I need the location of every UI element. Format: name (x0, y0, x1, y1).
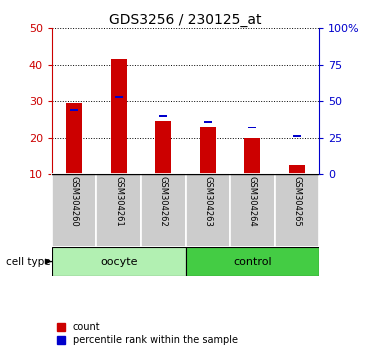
Text: cell type: cell type (6, 257, 51, 267)
Bar (289, 165, 305, 174)
Bar (70, 109, 78, 111)
Bar (155, 120, 171, 174)
Text: GSM304265: GSM304265 (292, 176, 301, 227)
Bar (244, 138, 260, 174)
Title: GDS3256 / 230125_at: GDS3256 / 230125_at (109, 13, 262, 27)
Bar (293, 135, 301, 137)
Text: control: control (233, 257, 272, 267)
Text: GSM304264: GSM304264 (248, 176, 257, 227)
Bar (159, 115, 167, 117)
Text: GSM304260: GSM304260 (70, 176, 79, 227)
Bar (186, 174, 230, 247)
Legend: count, percentile rank within the sample: count, percentile rank within the sample (53, 319, 242, 349)
Bar (66, 103, 82, 174)
Bar (248, 126, 256, 129)
Bar (52, 174, 96, 247)
Bar (186, 247, 319, 276)
Bar (115, 96, 123, 98)
Text: GSM304262: GSM304262 (159, 176, 168, 227)
Bar (111, 59, 127, 174)
Text: GSM304261: GSM304261 (114, 176, 123, 227)
Bar (200, 127, 216, 174)
Bar (275, 174, 319, 247)
Bar (204, 121, 212, 122)
Text: GSM304263: GSM304263 (203, 176, 212, 227)
Bar (141, 174, 186, 247)
Bar (96, 174, 141, 247)
Bar (230, 174, 275, 247)
Text: oocyte: oocyte (100, 257, 138, 267)
Bar (52, 247, 186, 276)
